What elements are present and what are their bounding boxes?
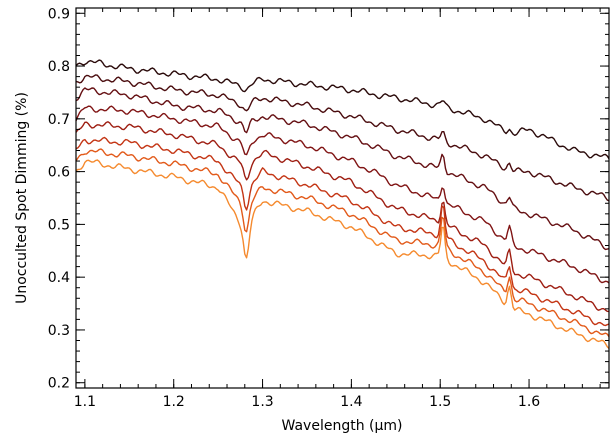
x-tick-label-4: 1.5 [429,394,451,410]
series-line-8 [75,159,610,349]
y-tick-label-5: 0.7 [48,112,70,128]
y-axis-label: Unocculted Spot Dimming (%) [14,92,30,304]
series-line-1 [75,59,610,160]
series-line-4 [75,105,610,284]
x-axis-label: Wavelength (μm) [282,418,403,434]
x-tick-label-3: 1.4 [340,394,362,410]
series-lines [75,59,610,349]
x-tick-label-0: 1.1 [74,394,96,410]
series-line-6 [75,136,610,327]
y-tick-label-4: 0.6 [48,165,70,181]
y-tick-label-2: 0.4 [48,270,70,286]
x-tick-label-1: 1.2 [163,394,185,410]
y-tick-label-1: 0.3 [48,323,70,339]
x-tick-label-5: 1.6 [518,394,540,410]
series-line-5 [75,121,610,313]
series-line-2 [75,74,610,202]
y-tick-label-3: 0.5 [48,217,70,233]
x-tick-label-2: 1.3 [251,394,273,410]
series-line-3 [75,87,610,251]
y-tick-label-0: 0.2 [48,376,70,392]
plot-frame [75,7,610,389]
y-tick-label-6: 0.8 [48,59,70,75]
tick-labels: 1.1 1.2 1.3 1.4 1.5 1.6 0.2 0.3 0.4 0.5 0.6 0.7 0.8 0… [48,6,541,410]
axis-ticks [76,8,609,388]
series-line-7 [75,148,610,338]
y-tick-label-7: 0.9 [48,6,70,22]
